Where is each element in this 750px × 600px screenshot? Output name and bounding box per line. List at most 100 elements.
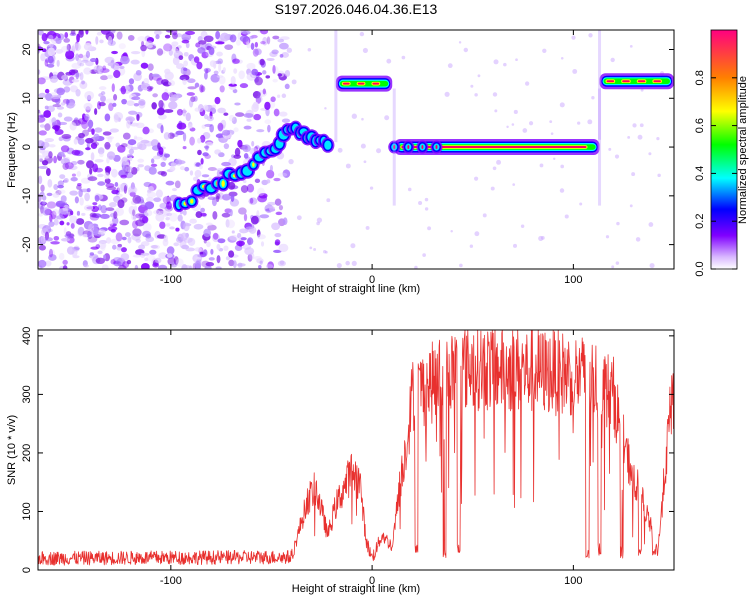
noise-blob: [226, 219, 236, 229]
noise-blob: [61, 133, 72, 140]
noise-blob: [225, 256, 230, 261]
noise-blob: [140, 201, 146, 207]
noise-blob: [41, 33, 48, 42]
noise-blob: [194, 260, 202, 269]
noise-blob: [89, 252, 95, 256]
noise-dot: [629, 204, 633, 208]
noise-blob: [205, 262, 215, 267]
noise-blob: [150, 139, 159, 148]
spectrogram-frame: [37, 29, 675, 270]
noise-blob: [137, 164, 144, 168]
noise-dot: [359, 31, 365, 37]
noise-dot: [345, 163, 351, 169]
noise-blob: [243, 125, 252, 130]
snr-frame: [37, 329, 675, 571]
x-tick-label: 100: [564, 575, 582, 587]
noise-blob: [78, 30, 84, 38]
noise-blob: [111, 216, 119, 225]
noise-blob: [236, 240, 245, 247]
noise-blob: [57, 112, 63, 118]
noise-blob: [93, 65, 103, 73]
noise-blob: [38, 200, 46, 210]
noise-blob: [126, 119, 131, 129]
noise-blob: [38, 212, 44, 217]
noise-blob: [259, 58, 265, 66]
noise-blob: [106, 74, 114, 79]
noise-blob: [40, 53, 46, 62]
noise-blob: [253, 255, 262, 261]
noise-blob: [85, 50, 91, 59]
noise-blob: [203, 228, 212, 238]
noise-blob: [85, 137, 94, 144]
noise-blob: [42, 207, 51, 216]
noise-blob: [38, 43, 41, 51]
noise-blob: [200, 212, 207, 217]
noise-blob: [116, 31, 123, 40]
noise-blob: [265, 75, 271, 79]
noise-dot: [463, 47, 469, 53]
noise-dot: [422, 253, 426, 257]
band-core: [372, 82, 380, 85]
noise-blob: [155, 257, 162, 264]
noise-blob: [172, 32, 178, 40]
noise-blob: [242, 179, 247, 184]
noise-blob: [201, 124, 207, 129]
noise-blob: [267, 124, 271, 133]
noise-blob: [160, 124, 164, 134]
noise-blob: [183, 60, 189, 67]
noise-blob: [158, 210, 168, 215]
noise-blob: [78, 53, 84, 59]
noise-blob: [221, 161, 231, 167]
noise-blob: [185, 42, 190, 49]
noise-blob: [64, 156, 71, 164]
noise-blob: [61, 74, 68, 81]
noise-blob: [128, 188, 137, 197]
noise-blob: [282, 217, 288, 225]
noise-dot: [418, 200, 423, 206]
noise-blob: [254, 48, 262, 56]
noise-blob: [134, 264, 139, 269]
noise-blob: [51, 117, 57, 125]
noise-blob: [156, 107, 165, 116]
noise-blob: [277, 73, 283, 77]
noise-blob: [73, 138, 78, 145]
colorbar-tick-label: 0.6: [694, 118, 706, 133]
noise-blob: [145, 236, 155, 243]
noise-blob: [144, 257, 149, 262]
noise-blob: [186, 92, 196, 96]
noise-blob: [152, 262, 160, 268]
noise-blob: [266, 57, 275, 61]
noise-blob: [197, 47, 206, 54]
noise-blob: [250, 42, 255, 50]
noise-blob: [63, 116, 73, 122]
y-tick-label: 0: [21, 567, 33, 573]
track-core: [393, 145, 396, 150]
noise-blob: [187, 124, 193, 129]
noise-blob: [275, 211, 283, 216]
snr-panel: -100 0 100 0 100 200 300 400 Height of straigh…: [6, 327, 675, 595]
noise-blob: [84, 113, 90, 121]
noise-blob: [260, 41, 266, 45]
noise-blob: [229, 209, 233, 217]
noise-blob: [109, 220, 114, 226]
noise-dot: [469, 244, 474, 248]
noise-dot: [591, 96, 595, 100]
noise-dot: [493, 59, 499, 65]
noise-blob: [44, 105, 49, 110]
noise-blob: [246, 42, 251, 49]
noise-dot: [313, 248, 317, 251]
noise-blob: [100, 95, 106, 103]
noise-blob: [146, 191, 157, 198]
noise-dot: [629, 44, 633, 48]
noise-blob: [113, 211, 118, 220]
noise-dot: [635, 237, 641, 242]
vertical-streak: [334, 30, 338, 143]
noise-blob: [270, 96, 276, 103]
vertical-streak: [392, 88, 396, 206]
noise-blob: [221, 212, 231, 218]
noise-blob: [66, 43, 71, 51]
noise-dot: [550, 132, 554, 135]
noise-blob: [182, 132, 187, 142]
noise-blob: [57, 151, 65, 157]
noise-blob: [228, 250, 235, 258]
